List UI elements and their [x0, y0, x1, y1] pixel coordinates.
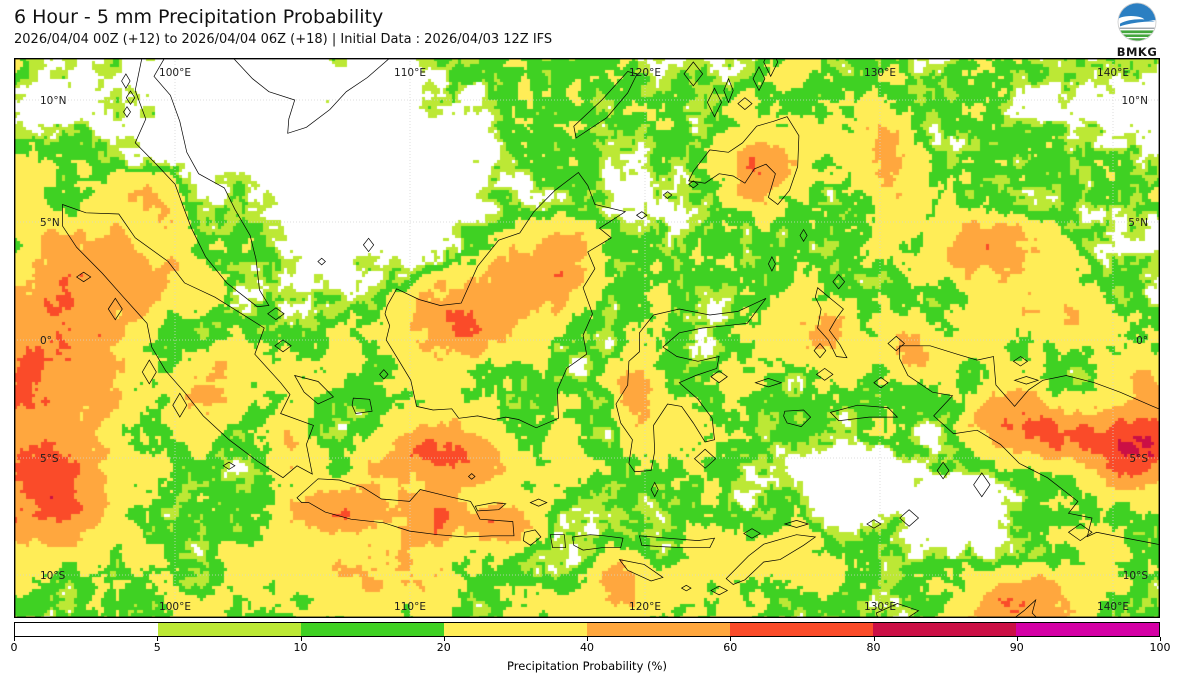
logo-land-3	[1118, 38, 1156, 41]
lat-label-left-10s: 10°S	[40, 570, 66, 582]
colorbar-segment-0	[15, 623, 158, 636]
colorbar-segment-5	[730, 623, 873, 636]
lon-label-top-100e: 100°E	[159, 67, 191, 79]
cb-tick-20: 20	[436, 641, 451, 654]
lon-label-bottom-110e: 110°E	[394, 601, 426, 613]
lat-label-right-5s: 5°S	[1129, 453, 1148, 465]
map-overlay: 100°E 110°E 120°E 130°E 140°E 100°E 110°…	[14, 58, 1160, 618]
cb-tick-0: 0	[10, 641, 18, 654]
colorbar-label: Precipitation Probability (%)	[507, 659, 667, 673]
lon-labels-top: 100°E 110°E 120°E 130°E 140°E	[159, 67, 1129, 79]
logo-sky	[1118, 3, 1156, 21]
colorbar-tickmark	[300, 637, 302, 641]
graticule	[14, 58, 1160, 618]
cb-tick-5: 5	[153, 641, 161, 654]
colorbar	[14, 622, 1160, 637]
lat-label-right-10s: 10°S	[1123, 570, 1149, 582]
logo-art	[1118, 3, 1156, 41]
colorbar-tickmark	[157, 637, 159, 641]
lat-label-left-5s: 5°S	[40, 453, 59, 465]
colorbar-segment-1	[158, 623, 301, 636]
lon-label-bottom-120e: 120°E	[629, 601, 661, 613]
page-subtitle: 2026/04/04 00Z (+12) to 2026/04/04 06Z (…	[14, 32, 553, 47]
logo-wave-icon	[1120, 19, 1155, 27]
page-title: 6 Hour - 5 mm Precipitation Probability	[14, 6, 384, 28]
cb-tick-90: 90	[1009, 641, 1024, 654]
colorbar-tickmark	[587, 637, 588, 641]
logo-land-2	[1118, 34, 1156, 37]
colorbar-segment-7	[1016, 623, 1159, 636]
colorbar-tickmark	[1160, 637, 1161, 641]
cb-tick-60: 60	[723, 641, 738, 654]
colorbar-segment-3	[444, 623, 587, 636]
lat-label-right-10n: 10°N	[1122, 95, 1148, 107]
colorbar-tickmark	[1016, 637, 1018, 641]
colorbar-segment-6	[873, 623, 1016, 636]
colorbar-tickmark	[730, 637, 732, 641]
lon-label-bottom-100e: 100°E	[159, 601, 191, 613]
lat-labels-left: 10°N 5°N 0° 5°S 10°S	[40, 95, 66, 582]
bmkg-logo: BMKG	[1117, 2, 1158, 59]
lat-label-left-5n: 5°N	[40, 217, 60, 229]
lon-label-bottom-130e: 130°E	[864, 601, 896, 613]
cb-tick-80: 80	[866, 641, 881, 654]
map-border	[14, 58, 1160, 618]
colorbar-ticks	[14, 637, 1161, 642]
colorbar-tickmark	[443, 637, 445, 641]
lat-label-left-10n: 10°N	[40, 95, 66, 107]
lat-label-right-0: 0°	[1136, 335, 1148, 347]
lon-label-top-130e: 130°E	[864, 67, 896, 79]
lon-label-top-120e: 120°E	[629, 67, 661, 79]
lat-label-right-5n: 5°N	[1128, 217, 1148, 229]
colorbar-tickmark	[14, 637, 15, 641]
precipitation-map: 100°E 110°E 120°E 130°E 140°E 100°E 110°…	[14, 58, 1160, 618]
cb-tick-40: 40	[580, 641, 594, 654]
logo-label: BMKG	[1117, 45, 1158, 59]
lon-labels-bottom: 100°E 110°E 120°E 130°E 140°E	[159, 601, 1129, 613]
lon-label-top-110e: 110°E	[394, 67, 426, 79]
logo-land-1	[1118, 30, 1156, 34]
cb-tick-100: 100	[1149, 641, 1171, 654]
lon-label-top-140e: 140°E	[1097, 67, 1129, 79]
lat-label-left-0: 0°	[40, 335, 52, 347]
colorbar-tickmark	[873, 637, 875, 641]
cb-tick-10: 10	[293, 641, 308, 654]
probability-field-canvas	[14, 58, 1160, 618]
coastlines	[62, 58, 1160, 618]
lon-label-bottom-140e: 140°E	[1097, 601, 1129, 613]
colorbar-tick-labels: 0 5 10 20 40 60 80 90 100	[10, 641, 1171, 655]
colorbar-segment-4	[587, 623, 730, 636]
lat-labels-right: 10°N 5°N 0° 5°S 10°S	[1122, 95, 1149, 582]
logo-horizon	[1118, 27, 1156, 29]
colorbar-segment-2	[301, 623, 444, 636]
